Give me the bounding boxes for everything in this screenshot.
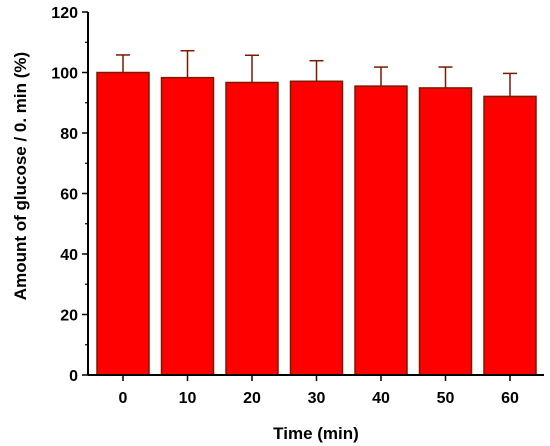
bar-60 <box>483 95 537 376</box>
x-tick-label-30: 30 <box>308 390 326 407</box>
y-tick-label-100: 100 <box>51 66 78 83</box>
x-tick-label-40: 40 <box>372 390 390 407</box>
x-tick-label-50: 50 <box>437 390 455 407</box>
y-tick-label-20: 20 <box>60 308 78 325</box>
y-tick-label-40: 40 <box>60 247 78 264</box>
y-axis-title: Amount of glucose / 0. min (%) <box>11 52 30 300</box>
y-tick-label-120: 120 <box>51 5 78 22</box>
x-tick-labels: 0 10 20 30 40 50 60 <box>119 390 519 407</box>
y-tick-label-60: 60 <box>60 187 78 204</box>
bar-0 <box>96 71 150 376</box>
bar-20 <box>225 81 279 376</box>
y-tick-label-80: 80 <box>60 126 78 143</box>
bar-10 <box>160 76 215 376</box>
x-tick-label-20: 20 <box>243 390 261 407</box>
x-tick-label-0: 0 <box>119 390 128 407</box>
y-tick-labels: 0 20 40 60 80 100 120 <box>51 5 78 385</box>
bars-group <box>96 71 537 376</box>
x-tick-label-60: 60 <box>501 390 519 407</box>
error-bars-group <box>116 49 517 97</box>
y-tick-label-0: 0 <box>69 368 78 385</box>
bar-50 <box>418 87 473 376</box>
bar-30 <box>289 80 344 376</box>
x-tick-label-10: 10 <box>179 390 197 407</box>
axes-group <box>82 11 544 381</box>
bar-40 <box>354 85 408 376</box>
x-axis-title: Time (min) <box>273 424 359 443</box>
